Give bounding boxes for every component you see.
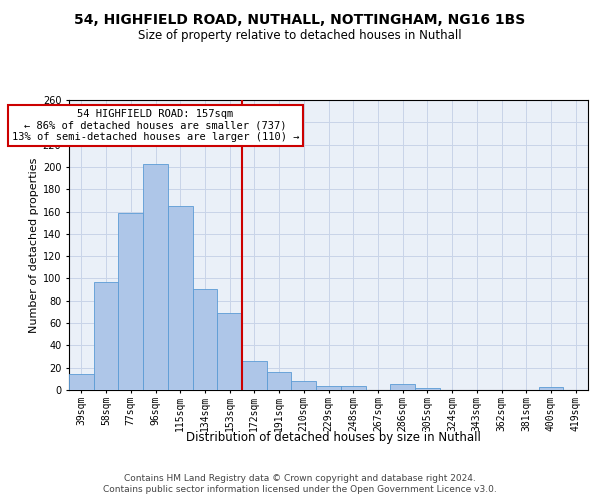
Bar (292, 381, 316, 390)
Bar (217, 313, 242, 390)
Text: Size of property relative to detached houses in Nuthall: Size of property relative to detached ho… (138, 28, 462, 42)
Bar (168, 206, 193, 390)
Bar (193, 288, 217, 390)
Bar (267, 372, 292, 390)
Bar (341, 386, 365, 390)
Bar (69, 374, 94, 390)
Text: 54, HIGHFIELD ROAD, NUTHALL, NOTTINGHAM, NG16 1BS: 54, HIGHFIELD ROAD, NUTHALL, NOTTINGHAM,… (74, 12, 526, 26)
Bar (390, 384, 415, 390)
Text: Contains HM Land Registry data © Crown copyright and database right 2024.
Contai: Contains HM Land Registry data © Crown c… (103, 474, 497, 494)
Bar (539, 386, 563, 390)
Y-axis label: Number of detached properties: Number of detached properties (29, 158, 38, 332)
Text: 54 HIGHFIELD ROAD: 157sqm
← 86% of detached houses are smaller (737)
13% of semi: 54 HIGHFIELD ROAD: 157sqm ← 86% of detac… (12, 109, 299, 142)
Bar (94, 282, 118, 390)
Bar (143, 164, 168, 390)
Bar (242, 361, 267, 390)
Text: Distribution of detached houses by size in Nuthall: Distribution of detached houses by size … (185, 431, 481, 444)
Bar (316, 386, 341, 390)
Bar (118, 212, 143, 390)
Bar (415, 388, 440, 390)
